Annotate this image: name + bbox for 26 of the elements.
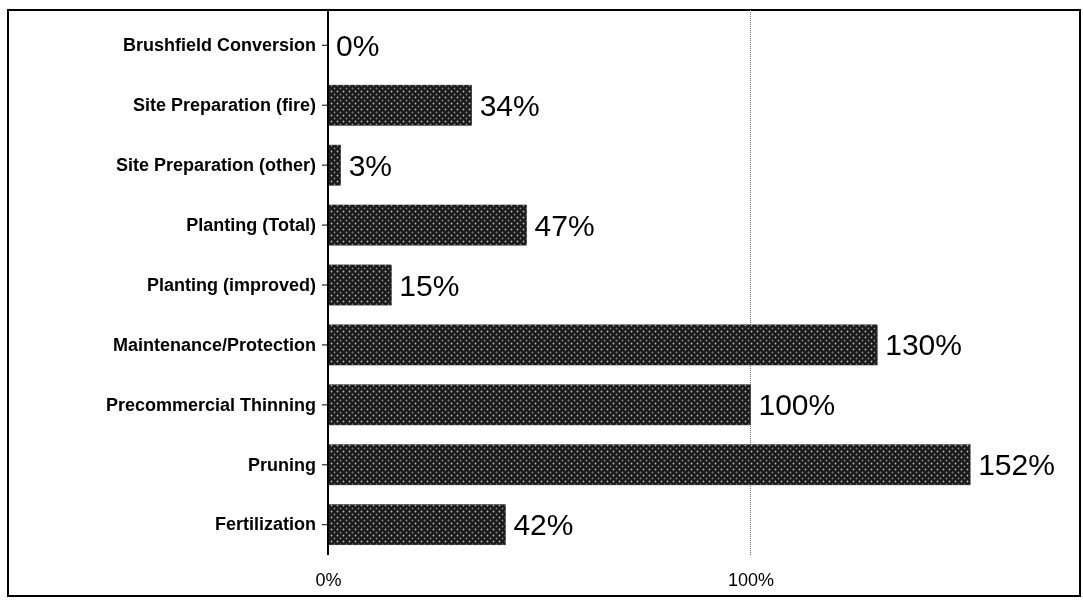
bar (327, 444, 971, 486)
data-label: 130% (885, 328, 962, 362)
data-label: 3% (348, 148, 393, 182)
y-tick-label: Site Preparation (fire) (132, 94, 316, 115)
data-label: 34% (479, 88, 540, 122)
bar (327, 384, 751, 426)
bar (327, 204, 527, 246)
data-label: 15% (399, 268, 460, 302)
y-tick-label: Brushfield Conversion (122, 35, 316, 56)
bar (327, 144, 341, 186)
bar (327, 264, 392, 306)
data-label: 152% (978, 448, 1055, 482)
y-tick-label: Precommercial Thinning (105, 394, 316, 415)
data-label: 0% (336, 28, 380, 62)
y-tick-label: Planting (improved) (146, 274, 316, 295)
y-tick-label: Site Preparation (other) (115, 154, 316, 175)
bar (327, 504, 506, 546)
data-label: 100% (758, 388, 836, 422)
y-tick-label: Pruning (248, 454, 316, 475)
bar (327, 84, 472, 126)
y-tick-label: Fertilization (214, 514, 316, 535)
data-label: 47% (534, 208, 595, 242)
y-tick-label: Planting (Total) (186, 214, 316, 235)
y-tick-label: Maintenance/Protection (112, 334, 316, 355)
bar (327, 324, 878, 366)
data-label: 42% (513, 508, 574, 542)
